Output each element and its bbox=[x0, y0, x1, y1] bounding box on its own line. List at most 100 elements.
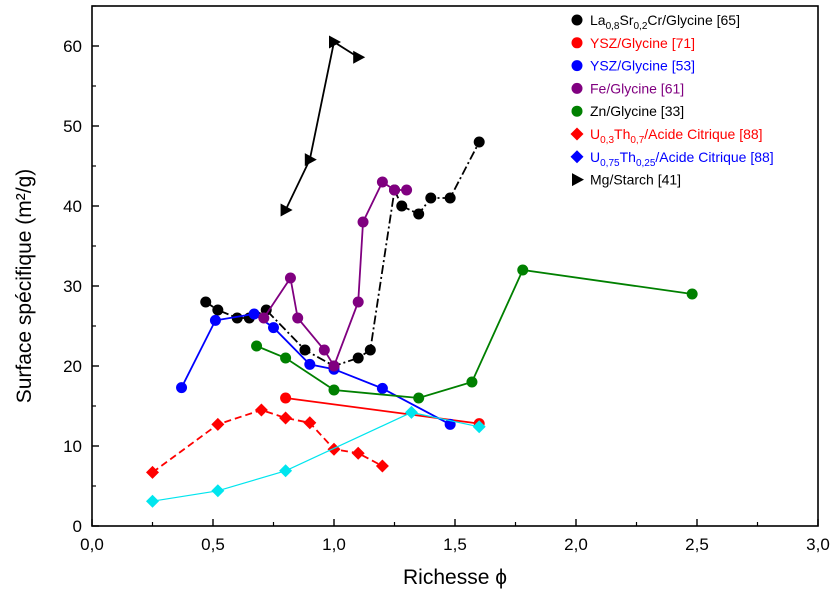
data-point bbox=[303, 416, 317, 430]
legend-entry: YSZ/Glycine [53] bbox=[571, 58, 695, 74]
legend-label: La0,8Sr0,2Cr/Glycine [65] bbox=[590, 12, 740, 32]
data-point bbox=[413, 392, 425, 404]
series-7 bbox=[280, 35, 366, 217]
legend-entry: U0,75Th0,25/Acide Citrique [88] bbox=[570, 149, 774, 169]
x-tick-label: 1,0 bbox=[322, 535, 346, 554]
legend: La0,8Sr0,2Cr/Glycine [65] YSZ/Glycine [71… bbox=[570, 12, 774, 188]
legend-marker bbox=[571, 105, 583, 117]
data-point bbox=[209, 314, 221, 326]
series-line bbox=[263, 180, 407, 369]
data-point bbox=[396, 200, 408, 212]
data-point bbox=[473, 136, 485, 148]
series-0 bbox=[200, 136, 485, 372]
data-point bbox=[299, 344, 311, 356]
legend-label: U0,75Th0,25/Acide Citrique [88] bbox=[590, 149, 774, 169]
data-point bbox=[472, 420, 486, 434]
data-point bbox=[268, 322, 279, 334]
axes: 0,0 0,5 1,0 1,5 2,0 2,5 3,0 0 10 20 30 40 50 60 bbox=[63, 5, 830, 554]
legend-label: YSZ/Glycine [71] bbox=[590, 35, 695, 51]
data-point bbox=[258, 312, 270, 324]
data-point bbox=[351, 446, 365, 460]
data-point bbox=[375, 459, 389, 473]
x-axis-title: Richesse ϕ bbox=[403, 566, 507, 589]
data-point bbox=[304, 153, 317, 167]
data-point bbox=[327, 442, 341, 456]
data-point bbox=[212, 304, 224, 316]
data-point bbox=[200, 296, 212, 308]
legend-marker bbox=[571, 82, 583, 94]
legend-marker bbox=[571, 37, 583, 49]
data-point bbox=[466, 376, 478, 388]
data-point bbox=[328, 360, 340, 372]
legend-label: YSZ/Glycine [53] bbox=[590, 58, 695, 74]
series-5 bbox=[146, 403, 389, 479]
data-point bbox=[211, 484, 225, 498]
data-point bbox=[376, 176, 388, 188]
legend-entry: La0,8Sr0,2Cr/Glycine [65] bbox=[571, 12, 740, 32]
data-point bbox=[292, 312, 304, 324]
data-point bbox=[254, 403, 268, 417]
legend-entry: Fe/Glycine [61] bbox=[571, 80, 684, 96]
y-tick-label: 60 bbox=[63, 37, 82, 56]
data-point bbox=[352, 352, 364, 364]
data-point bbox=[248, 308, 260, 320]
x-tick-label: 3,0 bbox=[806, 535, 830, 554]
y-tick-label: 20 bbox=[63, 357, 82, 376]
data-point bbox=[364, 344, 376, 356]
y-tick-label: 40 bbox=[63, 197, 82, 216]
y-tick-label: 50 bbox=[63, 117, 82, 136]
x-tick-label: 2,0 bbox=[564, 535, 588, 554]
data-point bbox=[353, 50, 366, 64]
x-tick-label: 2,5 bbox=[685, 535, 709, 554]
series-line bbox=[152, 411, 480, 502]
legend-marker bbox=[570, 127, 584, 141]
data-point bbox=[176, 382, 188, 394]
legend-entry: U0,3Th0,7/Acide Citrique [88] bbox=[570, 126, 763, 146]
y-tick-label: 30 bbox=[63, 277, 82, 296]
series-8 bbox=[146, 405, 486, 508]
data-point bbox=[284, 272, 296, 284]
data-point bbox=[146, 494, 159, 508]
data-point bbox=[686, 288, 698, 300]
series-line bbox=[180, 313, 451, 426]
data-point bbox=[389, 184, 400, 196]
x-tick-label: 0,0 bbox=[80, 535, 104, 554]
series-line bbox=[151, 409, 383, 474]
data-point bbox=[318, 344, 330, 356]
legend-entry: Zn/Glycine [33] bbox=[571, 103, 684, 119]
legend-marker bbox=[571, 14, 583, 26]
plot-frame bbox=[91, 5, 819, 527]
series-4 bbox=[251, 264, 698, 404]
data-point bbox=[329, 35, 341, 49]
legend-marker bbox=[572, 173, 584, 187]
data-point bbox=[401, 184, 413, 196]
series-line bbox=[284, 40, 359, 211]
legend-label: Mg/Starch [41] bbox=[590, 172, 681, 188]
data-point bbox=[146, 465, 159, 479]
data-point bbox=[444, 192, 456, 204]
y-tick-label: 10 bbox=[63, 437, 82, 456]
legend-marker bbox=[570, 150, 584, 164]
data-point bbox=[352, 296, 364, 308]
data-point bbox=[517, 264, 529, 276]
data-point bbox=[251, 340, 263, 352]
data-point bbox=[425, 192, 437, 204]
data-point bbox=[279, 464, 293, 478]
data-point bbox=[211, 417, 225, 431]
data-point bbox=[280, 392, 292, 404]
x-tick-label: 1,5 bbox=[443, 535, 467, 554]
data-point bbox=[376, 382, 388, 394]
data-point bbox=[304, 358, 316, 370]
legend-entry: Mg/Starch [41] bbox=[572, 172, 681, 188]
series-3 bbox=[258, 176, 413, 372]
legend-label: Zn/Glycine [33] bbox=[590, 103, 684, 119]
legend-label: U0,3Th0,7/Acide Citrique [88] bbox=[590, 126, 763, 146]
y-axis-title: Surface spécifique (m²/g) bbox=[13, 169, 36, 404]
data-point bbox=[413, 208, 425, 220]
legend-label: Fe/Glycine [61] bbox=[590, 80, 684, 96]
data-point bbox=[328, 384, 340, 396]
data-point bbox=[231, 312, 243, 324]
data-point bbox=[357, 216, 369, 228]
x-tick-label: 0,5 bbox=[201, 535, 225, 554]
